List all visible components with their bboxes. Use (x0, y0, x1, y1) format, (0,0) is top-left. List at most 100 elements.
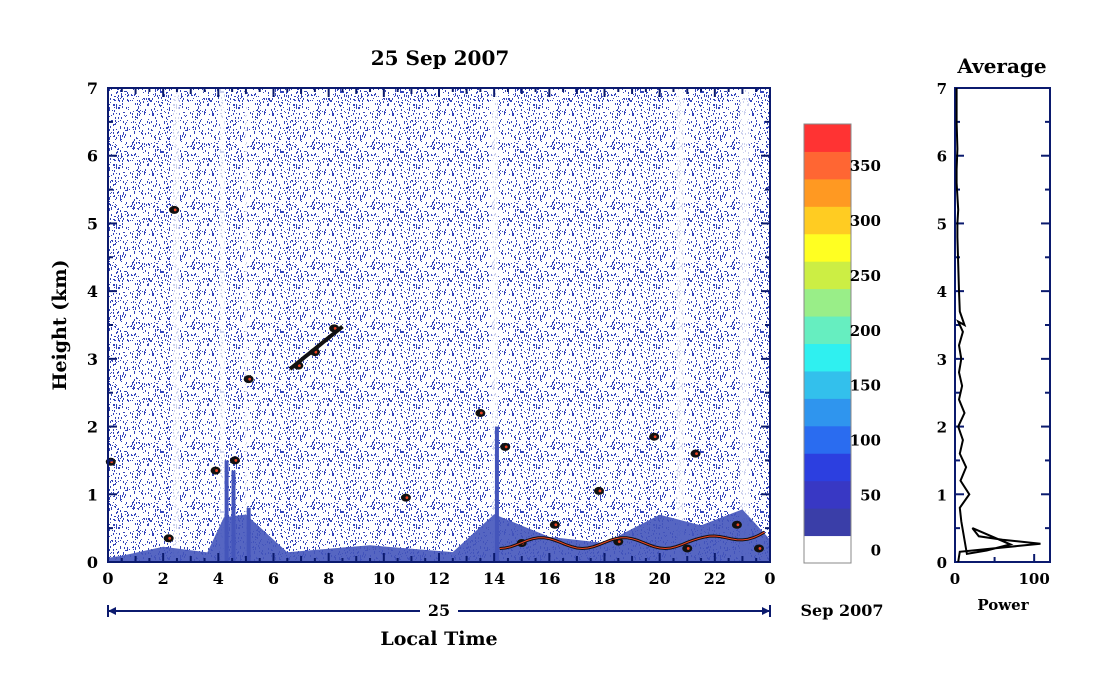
echo-core (598, 489, 602, 493)
profile-y-tick-label: 3 (937, 351, 947, 369)
x-tick-label: 0 (764, 569, 775, 588)
echo-core (248, 377, 252, 381)
colorbar-swatch (804, 425, 851, 454)
colorbar-swatches (803, 123, 852, 564)
date-day-label: 25 (428, 601, 450, 620)
profile-y-tick-label: 1 (937, 486, 947, 504)
x-tick-label: 18 (593, 569, 615, 588)
echo-core (297, 364, 301, 368)
x-tick-label: 14 (483, 569, 505, 588)
echo-core (314, 350, 318, 354)
profile-chart: Average 0 1 2 3 4 5 6 7 0 100 Power (937, 54, 1051, 614)
colorbar-swatch (804, 151, 851, 180)
data-gap (739, 88, 750, 562)
colorbar-tick-label: 200 (850, 322, 881, 340)
y-tick-label: 6 (87, 147, 98, 166)
profile-chart-title: Average (956, 54, 1046, 78)
colorbar-swatch (804, 288, 851, 317)
average-power-line (955, 88, 1041, 563)
profile-x-tick-label: 0 (950, 570, 960, 588)
ground-clutter (108, 509, 770, 562)
colorbar-swatch (804, 233, 851, 262)
data-gap (676, 88, 685, 562)
x-tick-label: 22 (704, 569, 726, 588)
echo-core (215, 469, 218, 472)
echo-core (173, 208, 177, 212)
data-gap (172, 88, 180, 562)
x-tick-label: 4 (213, 569, 224, 588)
x-tick-label: 10 (373, 569, 395, 588)
echo-core (333, 326, 337, 330)
echo-core (405, 496, 409, 500)
colorbar-tick-label: 100 (850, 432, 881, 450)
profile-y-tick-label: 7 (937, 80, 947, 98)
data-gap (491, 88, 499, 562)
colorbar-swatch (804, 453, 851, 482)
date-bar-arrow-left (108, 607, 116, 615)
y-tick-label: 0 (87, 553, 98, 572)
echo-core (617, 540, 621, 544)
profile-plot-background (955, 88, 1050, 562)
colorbar-swatch (804, 316, 851, 344)
heatmap-plot-area (105, 88, 770, 562)
y-axis-label: Height (km) (49, 260, 71, 391)
date-month-year-label: Sep 2007 (800, 601, 883, 620)
colorbar-frame (803, 123, 852, 564)
x-tick-label: 6 (268, 569, 279, 588)
profile-line-area (955, 88, 1041, 563)
x-tick-label: 12 (428, 569, 450, 588)
colorbar-tick-label: 0 (871, 541, 881, 559)
profile-y-tick-label: 0 (937, 554, 947, 572)
echo-core (653, 435, 657, 439)
x-tick-label: 20 (649, 569, 671, 588)
colorbar-tick-label: 150 (850, 377, 881, 395)
echo-core (168, 536, 172, 540)
colorbar: 0 50 100 150 200 250 300 350 (803, 123, 881, 564)
y-tick-label: 4 (87, 282, 98, 301)
clutter-spike (246, 507, 251, 562)
x-axis-label: Local Time (380, 628, 497, 650)
clutter-spike (231, 470, 236, 562)
echo-core (554, 523, 558, 527)
x-tick-label: 8 (323, 569, 334, 588)
profile-y-tick-label: 2 (937, 419, 947, 437)
date-bar-arrow-right (762, 607, 770, 615)
profile-y-tick-label: 5 (937, 215, 947, 233)
colorbar-swatch (804, 480, 851, 509)
x-tick-label: 0 (102, 569, 113, 588)
date-bar (107, 605, 771, 617)
colorbar-swatch (804, 206, 851, 235)
y-tick-label: 7 (87, 79, 98, 98)
colorbar-tick-label: 300 (850, 212, 881, 230)
colorbar-tick-labels: 0 50 100 150 200 250 300 350 (850, 157, 881, 559)
colorbar-tick-label: 50 (860, 486, 881, 504)
profile-axes: 0 1 2 3 4 5 6 7 0 100 (937, 80, 1051, 588)
echo-core (234, 459, 238, 462)
echo-core (479, 411, 483, 415)
colorbar-tick-label: 350 (850, 157, 881, 175)
noise-speckle (108, 88, 770, 562)
colorbar-swatch (804, 124, 851, 152)
y-tick-label: 2 (87, 418, 98, 437)
colorbar-swatch (804, 343, 851, 372)
profile-y-tick-label: 6 (937, 148, 947, 166)
clutter-spike (224, 460, 229, 562)
echo-core (758, 547, 762, 550)
x-tick-label: 2 (158, 569, 169, 588)
echo-core (695, 452, 698, 456)
profile-x-tick-label: 100 (1019, 570, 1050, 588)
echo-core (504, 445, 508, 449)
clutter-spike (494, 426, 499, 562)
x-tick-label: 16 (538, 569, 560, 588)
data-gap (219, 88, 226, 562)
profile-x-axis-label: Power (977, 596, 1029, 614)
profile-y-tick-label: 4 (937, 283, 947, 301)
colorbar-swatch (804, 398, 851, 427)
colorbar-swatch (804, 508, 851, 537)
echo-core (736, 523, 740, 527)
colorbar-swatch (804, 535, 851, 564)
colorbar-swatch (804, 261, 851, 290)
